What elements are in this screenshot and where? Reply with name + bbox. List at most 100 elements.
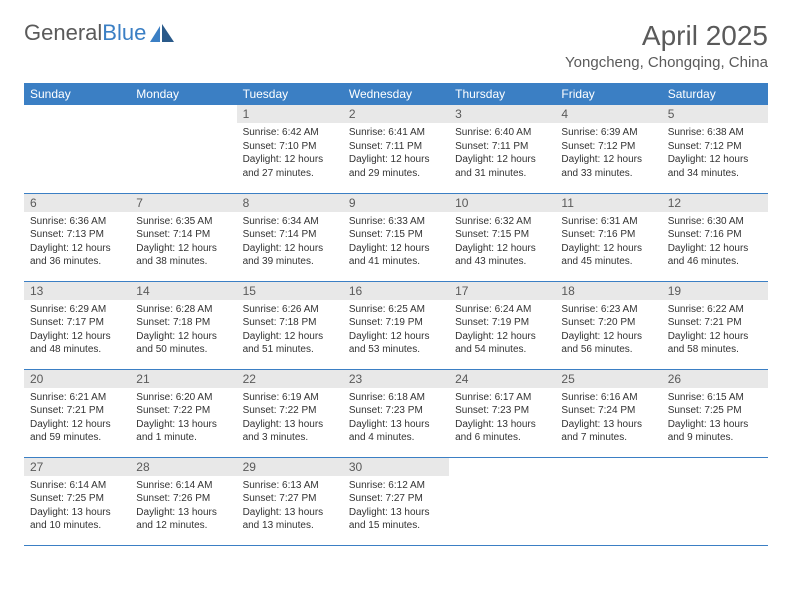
calendar-cell: 17Sunrise: 6:24 AMSunset: 7:19 PMDayligh…: [449, 281, 555, 369]
calendar-cell: 29Sunrise: 6:13 AMSunset: 7:27 PMDayligh…: [237, 457, 343, 545]
calendar-cell: 23Sunrise: 6:18 AMSunset: 7:23 PMDayligh…: [343, 369, 449, 457]
day-number: 2: [343, 105, 449, 123]
day-info: Sunrise: 6:32 AMSunset: 7:15 PMDaylight:…: [449, 212, 555, 275]
calendar-cell: 19Sunrise: 6:22 AMSunset: 7:21 PMDayligh…: [662, 281, 768, 369]
day-info: Sunrise: 6:13 AMSunset: 7:27 PMDaylight:…: [237, 476, 343, 539]
day-number: 28: [130, 458, 236, 476]
day-number: 5: [662, 105, 768, 123]
day-number: 6: [24, 194, 130, 212]
sunset-line: Sunset: 7:22 PM: [136, 404, 230, 418]
calendar-cell: 15Sunrise: 6:26 AMSunset: 7:18 PMDayligh…: [237, 281, 343, 369]
calendar-cell-empty: [555, 457, 661, 545]
day-info: Sunrise: 6:15 AMSunset: 7:25 PMDaylight:…: [662, 388, 768, 451]
sunset-line: Sunset: 7:21 PM: [668, 316, 762, 330]
daylight-line: Daylight: 12 hours and 45 minutes.: [561, 242, 655, 269]
sunrise-line: Sunrise: 6:38 AM: [668, 126, 762, 140]
day-number: 12: [662, 194, 768, 212]
daylight-line: Daylight: 12 hours and 59 minutes.: [30, 418, 124, 445]
day-info: Sunrise: 6:30 AMSunset: 7:16 PMDaylight:…: [662, 212, 768, 275]
sunrise-line: Sunrise: 6:24 AM: [455, 303, 549, 317]
day-info: Sunrise: 6:23 AMSunset: 7:20 PMDaylight:…: [555, 300, 661, 363]
daylight-line: Daylight: 12 hours and 27 minutes.: [243, 153, 337, 180]
day-info: Sunrise: 6:40 AMSunset: 7:11 PMDaylight:…: [449, 123, 555, 186]
calendar-cell: 2Sunrise: 6:41 AMSunset: 7:11 PMDaylight…: [343, 105, 449, 193]
sunset-line: Sunset: 7:22 PM: [243, 404, 337, 418]
day-info: Sunrise: 6:21 AMSunset: 7:21 PMDaylight:…: [24, 388, 130, 451]
day-info: Sunrise: 6:25 AMSunset: 7:19 PMDaylight:…: [343, 300, 449, 363]
sunset-line: Sunset: 7:27 PM: [349, 492, 443, 506]
day-header: Monday: [130, 83, 236, 105]
daylight-line: Daylight: 12 hours and 50 minutes.: [136, 330, 230, 357]
daylight-line: Daylight: 12 hours and 53 minutes.: [349, 330, 443, 357]
sunrise-line: Sunrise: 6:13 AM: [243, 479, 337, 493]
logo-sail-icon: [150, 24, 174, 42]
sunrise-line: Sunrise: 6:42 AM: [243, 126, 337, 140]
calendar-table: SundayMondayTuesdayWednesdayThursdayFrid…: [24, 83, 768, 546]
day-header: Thursday: [449, 83, 555, 105]
sunset-line: Sunset: 7:16 PM: [561, 228, 655, 242]
calendar-cell: 20Sunrise: 6:21 AMSunset: 7:21 PMDayligh…: [24, 369, 130, 457]
sunrise-line: Sunrise: 6:12 AM: [349, 479, 443, 493]
day-info: Sunrise: 6:14 AMSunset: 7:25 PMDaylight:…: [24, 476, 130, 539]
logo-word2: Blue: [102, 20, 146, 45]
calendar-cell: 9Sunrise: 6:33 AMSunset: 7:15 PMDaylight…: [343, 193, 449, 281]
daylight-line: Daylight: 13 hours and 4 minutes.: [349, 418, 443, 445]
sunset-line: Sunset: 7:11 PM: [349, 140, 443, 154]
day-number: 27: [24, 458, 130, 476]
calendar-cell: 4Sunrise: 6:39 AMSunset: 7:12 PMDaylight…: [555, 105, 661, 193]
day-info: Sunrise: 6:16 AMSunset: 7:24 PMDaylight:…: [555, 388, 661, 451]
calendar-cell-empty: [24, 105, 130, 193]
daylight-line: Daylight: 12 hours and 41 minutes.: [349, 242, 443, 269]
daylight-line: Daylight: 12 hours and 29 minutes.: [349, 153, 443, 180]
sunrise-line: Sunrise: 6:14 AM: [30, 479, 124, 493]
sunrise-line: Sunrise: 6:25 AM: [349, 303, 443, 317]
day-info: Sunrise: 6:12 AMSunset: 7:27 PMDaylight:…: [343, 476, 449, 539]
day-header: Saturday: [662, 83, 768, 105]
calendar-row: 6Sunrise: 6:36 AMSunset: 7:13 PMDaylight…: [24, 193, 768, 281]
day-info: Sunrise: 6:36 AMSunset: 7:13 PMDaylight:…: [24, 212, 130, 275]
daylight-line: Daylight: 13 hours and 13 minutes.: [243, 506, 337, 533]
location: Yongcheng, Chongqing, China: [565, 54, 768, 71]
sunset-line: Sunset: 7:23 PM: [349, 404, 443, 418]
daylight-line: Daylight: 12 hours and 46 minutes.: [668, 242, 762, 269]
sunset-line: Sunset: 7:21 PM: [30, 404, 124, 418]
daylight-line: Daylight: 13 hours and 3 minutes.: [243, 418, 337, 445]
day-number: 15: [237, 282, 343, 300]
daylight-line: Daylight: 12 hours and 56 minutes.: [561, 330, 655, 357]
calendar-row: 1Sunrise: 6:42 AMSunset: 7:10 PMDaylight…: [24, 105, 768, 193]
daylight-line: Daylight: 13 hours and 12 minutes.: [136, 506, 230, 533]
day-info: Sunrise: 6:22 AMSunset: 7:21 PMDaylight:…: [662, 300, 768, 363]
sunset-line: Sunset: 7:11 PM: [455, 140, 549, 154]
calendar-cell: 3Sunrise: 6:40 AMSunset: 7:11 PMDaylight…: [449, 105, 555, 193]
day-number: 13: [24, 282, 130, 300]
day-number: 3: [449, 105, 555, 123]
day-info: Sunrise: 6:35 AMSunset: 7:14 PMDaylight:…: [130, 212, 236, 275]
sunrise-line: Sunrise: 6:35 AM: [136, 215, 230, 229]
calendar-row: 27Sunrise: 6:14 AMSunset: 7:25 PMDayligh…: [24, 457, 768, 545]
day-number: 9: [343, 194, 449, 212]
calendar-cell-empty: [130, 105, 236, 193]
sunrise-line: Sunrise: 6:15 AM: [668, 391, 762, 405]
month-title: April 2025: [565, 20, 768, 52]
calendar-cell: 30Sunrise: 6:12 AMSunset: 7:27 PMDayligh…: [343, 457, 449, 545]
sunset-line: Sunset: 7:18 PM: [243, 316, 337, 330]
day-header: Sunday: [24, 83, 130, 105]
day-header: Tuesday: [237, 83, 343, 105]
sunset-line: Sunset: 7:27 PM: [243, 492, 337, 506]
sunset-line: Sunset: 7:17 PM: [30, 316, 124, 330]
sunrise-line: Sunrise: 6:16 AM: [561, 391, 655, 405]
day-info: Sunrise: 6:20 AMSunset: 7:22 PMDaylight:…: [130, 388, 236, 451]
calendar-cell: 22Sunrise: 6:19 AMSunset: 7:22 PMDayligh…: [237, 369, 343, 457]
sunset-line: Sunset: 7:15 PM: [349, 228, 443, 242]
calendar-cell: 7Sunrise: 6:35 AMSunset: 7:14 PMDaylight…: [130, 193, 236, 281]
day-number: 4: [555, 105, 661, 123]
calendar-cell: 11Sunrise: 6:31 AMSunset: 7:16 PMDayligh…: [555, 193, 661, 281]
day-info: Sunrise: 6:41 AMSunset: 7:11 PMDaylight:…: [343, 123, 449, 186]
calendar-cell: 27Sunrise: 6:14 AMSunset: 7:25 PMDayligh…: [24, 457, 130, 545]
day-number: 17: [449, 282, 555, 300]
day-number: 24: [449, 370, 555, 388]
day-number: 20: [24, 370, 130, 388]
sunset-line: Sunset: 7:12 PM: [668, 140, 762, 154]
daylight-line: Daylight: 12 hours and 51 minutes.: [243, 330, 337, 357]
calendar-cell: 16Sunrise: 6:25 AMSunset: 7:19 PMDayligh…: [343, 281, 449, 369]
